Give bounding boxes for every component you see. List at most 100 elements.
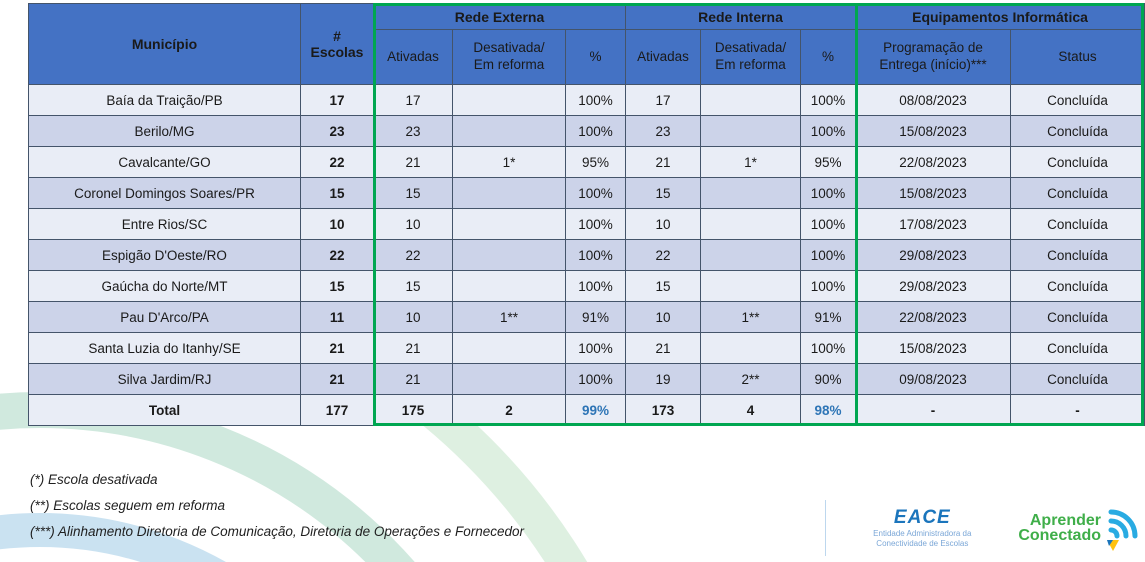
aprender-word: Aprender [1029, 512, 1101, 529]
total-cell-int-pct: 98% [799, 394, 857, 426]
cell-int-pct: 100% [799, 270, 857, 302]
cell-ext-pct: 100% [565, 177, 626, 209]
cell-municipio: Pau D'Arco/PA [28, 301, 301, 333]
cell-int-desativada [700, 84, 801, 116]
col-header-ext-ativadas: Ativadas [373, 29, 453, 85]
cell-int-ativadas: 23 [625, 115, 701, 147]
cell-escolas: 11 [300, 301, 374, 333]
cell-escolas: 23 [300, 115, 374, 147]
total-cell-ext-pct: 99% [565, 394, 626, 426]
cell-int-ativadas: 21 [625, 332, 701, 364]
cell-status: Concluída [1010, 115, 1145, 147]
logo-divider [825, 500, 827, 556]
table-row: Entre Rios/SC 10 10 100% 10 100% 17/08/2023 Con… [28, 208, 1145, 240]
cell-status: Concluída [1010, 146, 1145, 178]
cell-int-desativada [700, 115, 801, 147]
cell-escolas: 17 [300, 84, 374, 116]
cell-status: Concluída [1010, 301, 1145, 333]
col-header-ext-desativada: Desativada/ Em reforma [452, 29, 566, 85]
cell-ext-pct: 91% [565, 301, 626, 333]
cell-ext-desativada [452, 332, 566, 364]
group-header-rede-externa: Rede Externa [373, 3, 626, 30]
cell-escolas: 15 [300, 177, 374, 209]
cell-int-ativadas: 15 [625, 177, 701, 209]
cell-ext-ativadas: 15 [373, 177, 453, 209]
cell-status: Concluída [1010, 177, 1145, 209]
cell-int-desativada: 1** [700, 301, 801, 333]
header-group-row: Município # Escolas Rede Externa Rede In… [28, 3, 1145, 85]
cell-ext-ativadas: 21 [373, 146, 453, 178]
cell-ext-pct: 100% [565, 115, 626, 147]
cell-programacao: 29/08/2023 [855, 239, 1012, 271]
table-row: Baía da Traição/PB 17 17 100% 17 100% 08/08/20… [28, 84, 1145, 116]
cell-programacao: 08/08/2023 [855, 84, 1012, 116]
total-cell-status: - [1010, 394, 1145, 426]
cell-ext-ativadas: 21 [373, 332, 453, 364]
table-total-row: Total 177 175 2 99% 173 4 98% - - [28, 394, 1145, 426]
cell-int-desativada [700, 208, 801, 240]
cell-municipio: Silva Jardim/RJ [28, 363, 301, 395]
cell-municipio: Santa Luzia do Itanhy/SE [28, 332, 301, 364]
cell-programacao: 22/08/2023 [855, 146, 1012, 178]
schools-status-table: Município # Escolas Rede Externa Rede In… [28, 3, 1145, 426]
col-header-escolas: # Escolas [300, 3, 374, 85]
cell-escolas: 22 [300, 146, 374, 178]
cell-programacao: 29/08/2023 [855, 270, 1012, 302]
cell-int-pct: 100% [799, 84, 857, 116]
table-row: Berilo/MG 23 23 100% 23 100% 15/08/2023 Concluí… [28, 115, 1145, 147]
table-row: Gaúcha do Norte/MT 15 15 100% 15 100% 29/08/20… [28, 270, 1145, 302]
cell-int-desativada [700, 332, 801, 364]
cell-int-ativadas: 19 [625, 363, 701, 395]
cell-municipio: Cavalcante/GO [28, 146, 301, 178]
cell-ext-ativadas: 10 [373, 208, 453, 240]
cell-programacao: 09/08/2023 [855, 363, 1012, 395]
cell-ext-ativadas: 17 [373, 84, 453, 116]
conectado-word: Conectado [1018, 527, 1101, 544]
footnote-1: (*) Escola desativada [30, 472, 158, 487]
cell-status: Concluída [1010, 332, 1145, 364]
footnote-3: (***) Alinhamento Diretoria de Comunicaç… [30, 524, 524, 539]
table-row: Coronel Domingos Soares/PR 15 15 100% 15 100%… [28, 177, 1145, 209]
cell-ext-pct: 100% [565, 239, 626, 271]
cell-status: Concluída [1010, 270, 1145, 302]
cell-int-pct: 100% [799, 239, 857, 271]
total-cell-label: Total [28, 394, 301, 426]
cell-int-pct: 91% [799, 301, 857, 333]
cell-int-ativadas: 22 [625, 239, 701, 271]
wifi-signal-icon [1107, 509, 1138, 551]
cell-ext-desativada [452, 270, 566, 302]
table-row: Cavalcante/GO 22 21 1* 95% 21 1* 95% 22/08/2023 C… [28, 146, 1145, 178]
cell-municipio: Baía da Traição/PB [28, 84, 301, 116]
cell-int-pct: 100% [799, 208, 857, 240]
schools-status-table-wrap: Município # Escolas Rede Externa Rede In… [28, 3, 1145, 426]
cell-status: Concluída [1010, 363, 1145, 395]
cell-programacao: 22/08/2023 [855, 301, 1012, 333]
cell-ext-pct: 100% [565, 270, 626, 302]
cell-ext-ativadas: 21 [373, 363, 453, 395]
cell-escolas: 10 [300, 208, 374, 240]
group-header-rede-interna: Rede Interna [624, 3, 857, 30]
cell-ext-pct: 95% [565, 146, 626, 178]
cell-escolas: 21 [300, 332, 374, 364]
eace-logo: EACE Entidade Administradora da Conectiv… [842, 507, 1002, 549]
total-cell-int-ativadas: 173 [625, 394, 701, 426]
cell-int-ativadas: 21 [625, 146, 701, 178]
cell-int-desativada [700, 270, 801, 302]
cell-escolas: 15 [300, 270, 374, 302]
cell-programacao: 15/08/2023 [855, 332, 1012, 364]
total-cell-programacao: - [855, 394, 1012, 426]
cell-ext-pct: 100% [565, 332, 626, 364]
cell-int-pct: 100% [799, 115, 857, 147]
col-header-municipio: Município [28, 3, 301, 85]
total-cell-int-desativada: 4 [700, 394, 801, 426]
cell-programacao: 15/08/2023 [855, 115, 1012, 147]
cell-escolas: 21 [300, 363, 374, 395]
aprender-conectado-logo: Aprender Conectado [1018, 504, 1139, 552]
cell-municipio: Gaúcha do Norte/MT [28, 270, 301, 302]
cell-ext-desativada [452, 177, 566, 209]
cell-int-desativada [700, 177, 801, 209]
cell-ext-desativada [452, 115, 566, 147]
cell-municipio: Berilo/MG [28, 115, 301, 147]
col-header-ext-pct: % [565, 29, 626, 85]
cell-ext-desativada [452, 239, 566, 271]
